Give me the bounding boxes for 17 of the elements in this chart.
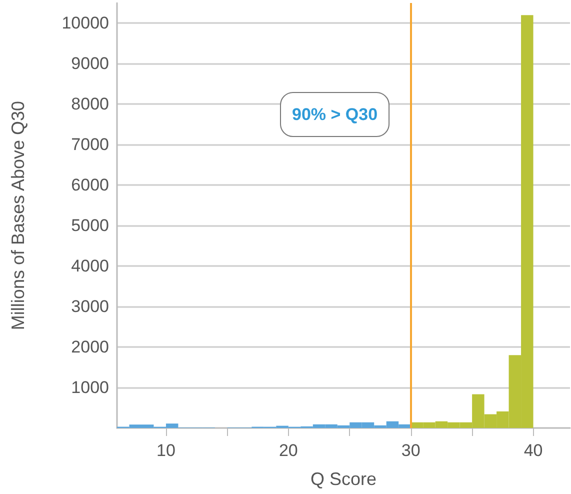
x-tick-label: 20: [278, 441, 298, 460]
y-tick-label: 4000: [71, 256, 109, 276]
annotation: 90% > Q30: [292, 105, 378, 124]
y-tick-label: 1000: [71, 378, 109, 398]
y-axis-title: Millions of Bases Above Q30: [8, 100, 28, 330]
x-tick-label: 30: [401, 441, 420, 460]
y-tick-label: 2000: [71, 338, 109, 357]
y-tick-label: 5000: [71, 216, 109, 236]
y-tick-label: 9000: [71, 54, 109, 74]
x-tick-label: 10: [156, 441, 176, 460]
x-axis-title: Q Score: [310, 469, 377, 489]
x-tick-label: 40: [524, 441, 543, 460]
y-tick-label: 3000: [71, 297, 109, 316]
y-tick-label: 6000: [71, 176, 109, 195]
y-tick-label: 8000: [71, 94, 109, 114]
y-tick-label: 7000: [71, 135, 109, 154]
y-tick-label: 10000: [62, 14, 109, 33]
